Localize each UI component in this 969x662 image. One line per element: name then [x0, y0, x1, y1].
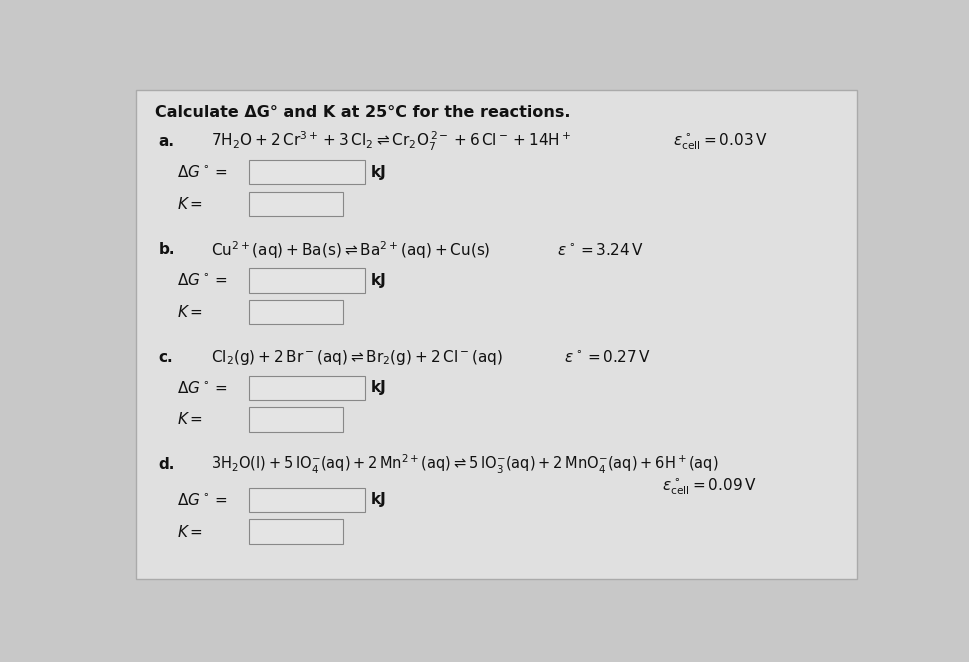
Text: a.: a. [159, 134, 174, 149]
Text: $\varepsilon^\circ_{\mathrm{cell}} = 0.03\,\mathrm{V}$: $\varepsilon^\circ_{\mathrm{cell}} = 0.0… [673, 131, 767, 152]
Text: $K =$: $K =$ [177, 304, 203, 320]
Text: $\varepsilon^\circ = 0.27\,\mathrm{V}$: $\varepsilon^\circ = 0.27\,\mathrm{V}$ [564, 350, 651, 365]
FancyBboxPatch shape [249, 300, 343, 324]
FancyBboxPatch shape [249, 520, 343, 544]
FancyBboxPatch shape [249, 268, 365, 293]
Text: $\Delta G^\circ =$: $\Delta G^\circ =$ [177, 492, 229, 508]
Text: kJ: kJ [371, 165, 387, 179]
FancyBboxPatch shape [249, 375, 365, 400]
Text: c.: c. [159, 350, 173, 365]
Text: $K =$: $K =$ [177, 412, 203, 428]
FancyBboxPatch shape [249, 191, 343, 216]
Text: b.: b. [159, 242, 175, 258]
FancyBboxPatch shape [136, 89, 857, 579]
Text: $7\mathrm{H_2O} + 2\,\mathrm{Cr^{3+}} + 3\,\mathrm{Cl_2} \rightleftharpoons \mat: $7\mathrm{H_2O} + 2\,\mathrm{Cr^{3+}} + … [211, 130, 572, 153]
Text: $K =$: $K =$ [177, 524, 203, 540]
Text: $K =$: $K =$ [177, 196, 203, 212]
Text: Calculate ΔG° and K at 25°C for the reactions.: Calculate ΔG° and K at 25°C for the reac… [155, 105, 571, 120]
Text: $3\mathrm{H_2O(l)} + 5\,\mathrm{IO_4^{-}(aq)} + 2\,\mathrm{Mn^{2+}(aq)} \rightle: $3\mathrm{H_2O(l)} + 5\,\mathrm{IO_4^{-}… [211, 453, 719, 476]
FancyBboxPatch shape [249, 160, 365, 185]
Text: $\varepsilon^\circ_{\mathrm{cell}} = 0.09\,\mathrm{V}$: $\varepsilon^\circ_{\mathrm{cell}} = 0.0… [662, 477, 757, 497]
Text: $\Delta G^\circ =$: $\Delta G^\circ =$ [177, 272, 229, 288]
FancyBboxPatch shape [249, 407, 343, 432]
Text: kJ: kJ [371, 493, 387, 508]
FancyBboxPatch shape [249, 488, 365, 512]
Text: $\mathrm{Cl_2(g)} + 2\,\mathrm{Br^-(aq)} \rightleftharpoons \mathrm{Br_2(g)} + 2: $\mathrm{Cl_2(g)} + 2\,\mathrm{Br^-(aq)}… [211, 348, 503, 367]
Text: kJ: kJ [371, 273, 387, 288]
Text: $\Delta G^\circ =$: $\Delta G^\circ =$ [177, 164, 229, 180]
Text: $\mathrm{Cu^{2+}(aq)} + \mathrm{Ba(s)} \rightleftharpoons \mathrm{Ba^{2+}(aq)} +: $\mathrm{Cu^{2+}(aq)} + \mathrm{Ba(s)} \… [211, 239, 491, 261]
Text: $\varepsilon^\circ = 3.24\,\mathrm{V}$: $\varepsilon^\circ = 3.24\,\mathrm{V}$ [556, 242, 643, 258]
Text: $\Delta G^\circ =$: $\Delta G^\circ =$ [177, 380, 229, 396]
Text: d.: d. [159, 457, 175, 472]
Text: kJ: kJ [371, 381, 387, 395]
